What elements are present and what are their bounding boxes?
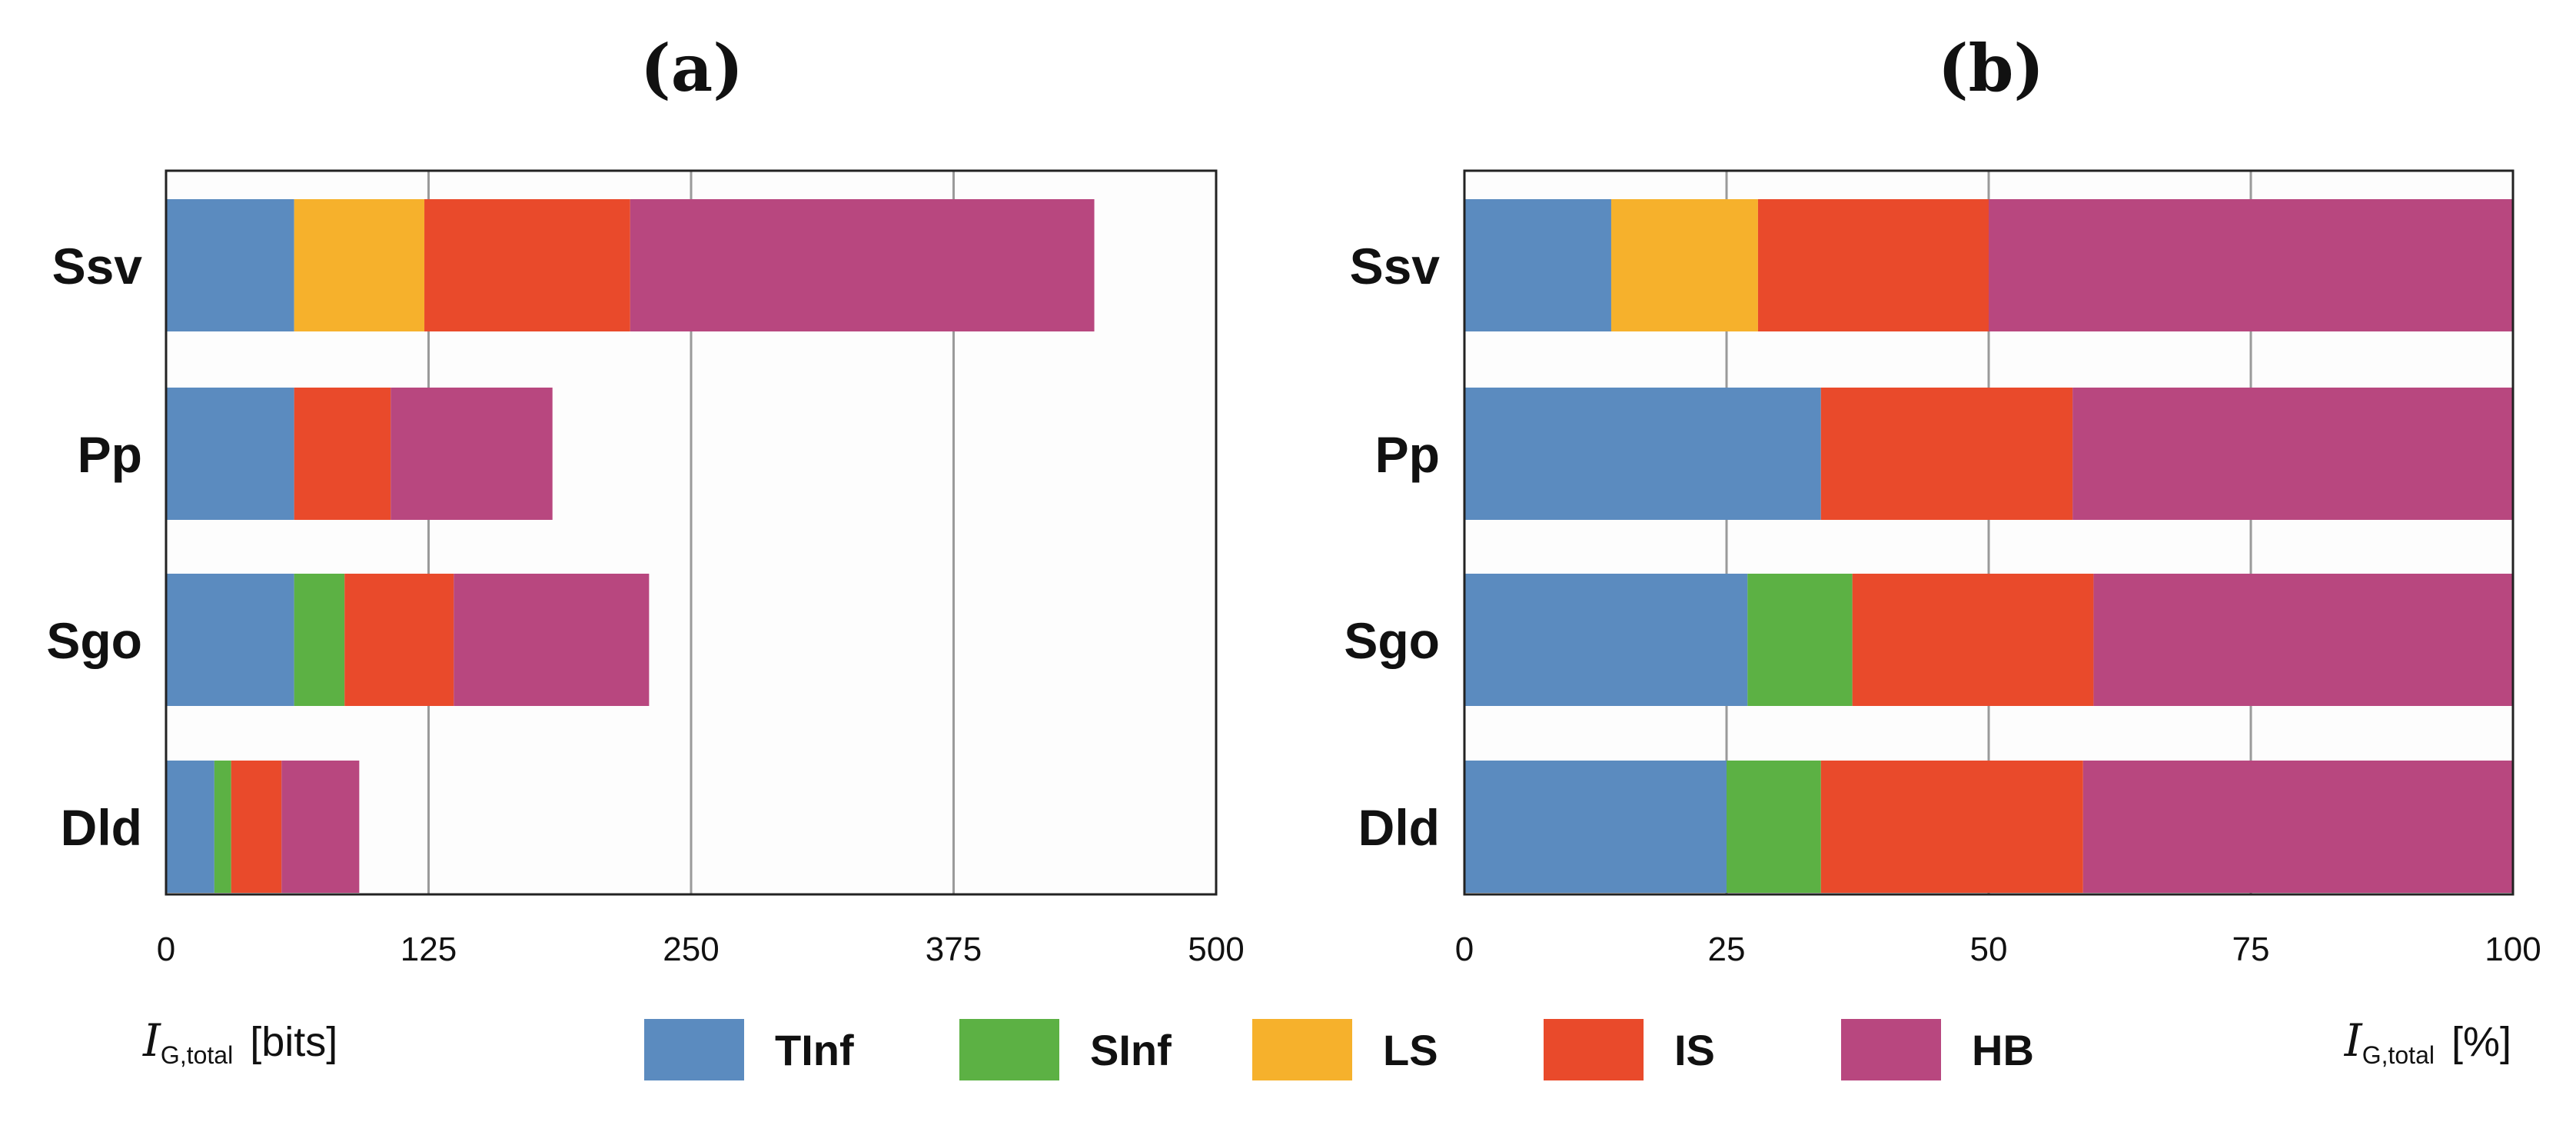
panel-a: Ssv Pp Sgo Dld 0 125 250 375 500 (a) IG,total [bits… xyxy=(46,30,1244,1069)
x-tick-label: 25 xyxy=(1708,931,1746,968)
category-label: Dld xyxy=(61,799,142,856)
legend-label-hb: HB xyxy=(1972,1026,2034,1074)
x-axis-symbol: I xyxy=(2344,1014,2363,1067)
bar-segment-ls-ssv xyxy=(1610,199,1758,331)
legend: TInf SInf LS IS HB xyxy=(644,1019,2034,1080)
legend-swatch-sinf xyxy=(959,1019,1059,1080)
bar-segment-hb-pp xyxy=(2072,388,2513,520)
category-label: Ssv xyxy=(52,238,143,295)
legend-label-ls: LS xyxy=(1383,1026,1438,1074)
legend-swatch-tinf xyxy=(644,1019,744,1080)
bar-segment-tinf-dld xyxy=(166,761,214,893)
category-label: Sgo xyxy=(1344,612,1440,669)
legend-swatch-is xyxy=(1544,1019,1644,1080)
x-tick-label: 75 xyxy=(2232,931,2270,968)
x-axis-symbol: I xyxy=(142,1014,161,1067)
bar-segment-hb-ssv xyxy=(630,199,1095,331)
bar-segment-sinf-sgo xyxy=(294,574,345,706)
bar-segment-tinf-sgo xyxy=(166,574,294,706)
x-tick-label: 125 xyxy=(401,931,457,968)
legend-label-sinf: SInf xyxy=(1090,1026,1172,1074)
legend-swatch-hb xyxy=(1841,1019,1941,1080)
bar-segment-hb-pp xyxy=(391,388,553,520)
panel-b: Ssv Pp Sgo Dld 0 25 50 75 100 (b) IG,total [%] xyxy=(1344,30,2541,1069)
x-axis-unit: [%] xyxy=(2451,1019,2511,1065)
x-tick-label: 0 xyxy=(157,931,175,968)
bar-segment-tinf-pp xyxy=(1464,388,1821,520)
bar-segment-is-dld xyxy=(231,761,282,893)
x-axis-unit: [bits] xyxy=(250,1019,337,1065)
bar-segment-is-dld xyxy=(1820,761,2083,893)
bar-segment-sinf-dld xyxy=(1727,761,1821,893)
bar-segment-is-pp xyxy=(294,388,391,520)
x-tick-label: 500 xyxy=(1188,931,1244,968)
category-label: Sgo xyxy=(46,612,142,669)
bar-segment-hb-ssv xyxy=(1989,199,2513,331)
bar-segment-hb-sgo xyxy=(2093,574,2513,706)
x-tick-label: 375 xyxy=(926,931,982,968)
x-axis-label: IG,total [%] xyxy=(2344,1014,2511,1069)
bar-segment-ls-ssv xyxy=(294,199,425,331)
bar-segment-sinf-dld xyxy=(214,761,231,893)
x-tick-label: 0 xyxy=(1455,931,1474,968)
x-axis-subscript: G,total xyxy=(2362,1041,2435,1069)
category-label: Ssv xyxy=(1350,238,1441,295)
bar-segment-tinf-dld xyxy=(1464,761,1727,893)
bar-segment-tinf-ssv xyxy=(166,199,294,331)
x-tick-label: 250 xyxy=(663,931,719,968)
x-axis-label: IG,total [bits] xyxy=(142,1014,337,1069)
bar-segment-is-sgo xyxy=(1852,574,2094,706)
legend-label-is: IS xyxy=(1674,1026,1715,1074)
legend-swatch-ls xyxy=(1252,1019,1352,1080)
x-axis-subscript: G,total xyxy=(161,1041,233,1069)
bar-segment-tinf-ssv xyxy=(1464,199,1611,331)
plot-frame xyxy=(1463,169,2515,896)
bar-segment-hb-dld xyxy=(281,761,360,893)
plot-frame xyxy=(165,169,1218,896)
bar-segment-is-sgo xyxy=(344,574,454,706)
bar-segment-hb-sgo xyxy=(454,574,650,706)
category-label: Dld xyxy=(1358,799,1440,856)
bar-segment-is-ssv xyxy=(1757,199,1989,331)
category-label: Pp xyxy=(78,426,142,483)
bar-segment-hb-dld xyxy=(2082,761,2513,893)
legend-label-tinf: TInf xyxy=(775,1026,854,1074)
panel-title: (b) xyxy=(1938,30,2044,106)
bar-segment-is-pp xyxy=(1820,388,2073,520)
panel-title: (a) xyxy=(640,30,743,106)
bar-segment-tinf-sgo xyxy=(1464,574,1748,706)
bar-segment-is-ssv xyxy=(424,199,630,331)
bar-segment-sinf-sgo xyxy=(1747,574,1853,706)
category-label: Pp xyxy=(1375,426,1440,483)
x-tick-label: 100 xyxy=(2485,931,2541,968)
x-tick-label: 50 xyxy=(1970,931,2008,968)
bar-segment-tinf-pp xyxy=(166,388,294,520)
